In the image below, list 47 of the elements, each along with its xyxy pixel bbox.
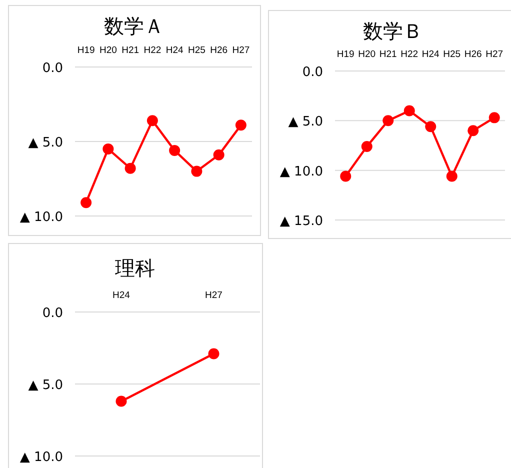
point [361,140,372,152]
y-tick-label: ▲ 5.0 [28,378,63,393]
x-tick-label: H19 [336,49,354,60]
point [124,162,136,174]
point [102,143,114,154]
x-tick-label: H26 [210,45,228,56]
x-tick-label: H22 [144,45,162,56]
x-tick-label: H24 [422,49,440,60]
x-tick-label: H27 [205,290,222,301]
chart-title: 理科 [115,256,155,280]
chart-title: 数学Ａ [104,14,164,38]
y-tick-label: 0.0 [302,65,323,80]
point [213,149,224,160]
x-tick-label: H24 [166,45,184,56]
x-tick-label: H20 [358,49,376,60]
point [340,170,352,182]
point [146,115,158,126]
y-tick-label: ▲ 5.0 [288,114,323,130]
x-tick-label: H25 [443,49,461,60]
y-tick-label: 0.0 [42,61,63,76]
y-tick-label: ▲ 5.0 [28,136,63,150]
x-tick-label: H19 [77,45,95,56]
point [235,120,246,131]
point [425,121,436,132]
point [404,105,415,116]
x-tick-label: H24 [112,290,130,301]
point [468,125,479,136]
point [446,170,458,182]
point [169,144,180,156]
y-tick-label: ▲ 10.0 [20,210,63,225]
x-tick-label: H27 [486,49,504,60]
y-tick-label: ▲ 15.0 [280,214,323,229]
point [488,112,500,124]
point [80,197,92,208]
y-tick-label: ▲ 10.0 [280,164,323,180]
point [191,166,202,177]
point [382,115,394,126]
y-tick-label: ▲ 10.0 [20,450,63,465]
x-tick-label: H22 [400,49,418,60]
x-tick-label: H26 [464,49,482,60]
x-tick-label: H25 [188,45,206,56]
y-tick-label: 0.0 [42,306,63,321]
x-tick-label: H21 [122,45,140,56]
x-tick-label: H27 [232,45,250,56]
x-tick-label: H21 [379,49,397,60]
x-tick-label: H20 [99,45,117,56]
chart-title: 数学Ｂ [363,19,423,43]
